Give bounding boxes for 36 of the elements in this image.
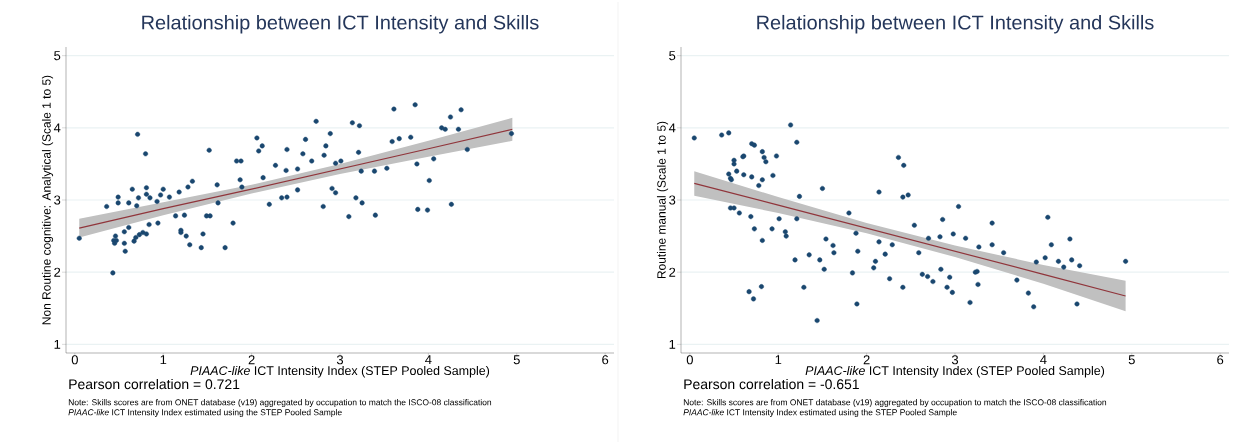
x-tick-label: 1 xyxy=(775,355,782,365)
y-axis-title: Non Routine cognitive: Analytical (Scale 1 to 5) xyxy=(41,75,54,325)
x-tick-label: 4 xyxy=(425,355,432,365)
x-tick-label: 5 xyxy=(1128,355,1135,365)
y-tick-label: 1 xyxy=(54,339,61,349)
chart-title: Relationship between ICT Intensity and Skills xyxy=(757,14,1154,34)
x-tick-label: 2 xyxy=(863,355,870,365)
x-tick-label: 3 xyxy=(336,355,344,365)
y-tick-label: 5 xyxy=(54,51,61,61)
x-tick-label: 0 xyxy=(686,355,693,365)
text: Note: Skills scores are from ONET database (v19) aggregated by occupation to match the ISCO-08 classification xyxy=(68,399,492,407)
x-tick-label: 5 xyxy=(513,355,520,365)
y-tick-label: 4 xyxy=(53,123,61,133)
y-tick-label: 5 xyxy=(669,51,676,61)
x-tick-label: 4 xyxy=(1040,355,1047,365)
x-tick-label: 2 xyxy=(248,355,255,365)
text: Pearson correlation = 0.721 xyxy=(69,378,240,390)
x-tick-label: 3 xyxy=(951,355,959,365)
y-axis-title: Routine manual (Scale 1 to 5) xyxy=(656,121,669,279)
chart-title: Relationship between ICT Intensity and Skills xyxy=(142,14,539,34)
x-tick-label: 6 xyxy=(1217,355,1224,365)
y-tick-label: 2 xyxy=(669,267,676,277)
y-tick-label: 1 xyxy=(669,339,676,349)
x-axis-title: PIAAC-like ICT Intensity Index (STEP Pooled Sample) xyxy=(190,365,490,378)
x-tick-label: 0 xyxy=(71,355,78,365)
y-tick-label: 2 xyxy=(54,267,61,277)
text: PIAAC-like ICT Intensity Index estimated using the STEP Pooled Sample xyxy=(68,409,342,417)
y-tick-label: 3 xyxy=(669,195,676,205)
x-tick-label: 1 xyxy=(160,355,167,365)
x-axis-title: PIAAC-like ICT Intensity Index (STEP Pooled Sample) xyxy=(805,365,1105,378)
text: PIAAC-like ICT Intensity Index estimated using the STEP Pooled Sample xyxy=(683,409,957,417)
y-tick-label: 4 xyxy=(668,123,676,133)
text: Note: Skills scores are from ONET database (v19) aggregated by occupation to match the ISCO-08 classification xyxy=(683,399,1107,407)
text: Pearson correlation = -0.651 xyxy=(684,378,859,390)
y-tick-label: 3 xyxy=(54,195,61,205)
x-tick-label: 6 xyxy=(602,355,609,365)
